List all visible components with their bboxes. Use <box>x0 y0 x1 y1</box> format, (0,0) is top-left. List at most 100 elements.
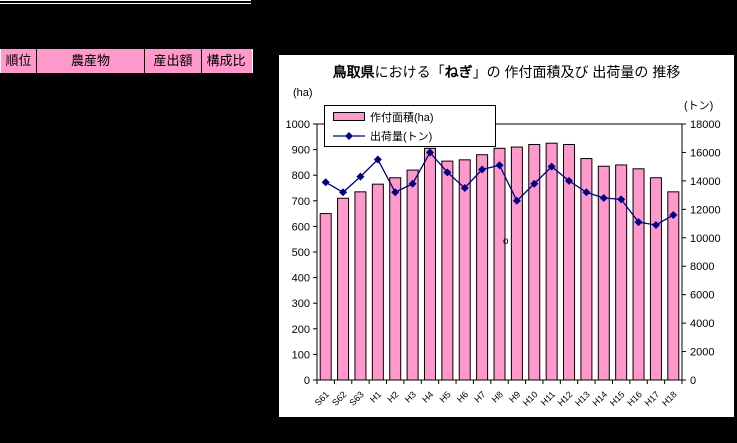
bar-H17[interactable] <box>649 177 662 381</box>
left-axis-tick-label: 900 <box>292 145 310 157</box>
x-axis-label-H18: H18 <box>660 389 679 408</box>
x-axis-label-H1: H1 <box>368 389 383 404</box>
x-axis-label-H11: H11 <box>539 389 557 407</box>
table-header-row: 順位 農産物 産出額 構成比 <box>0 49 253 73</box>
bar-S63[interactable] <box>354 191 367 381</box>
marker-H13[interactable] <box>582 188 591 197</box>
x-axis-label-H7: H7 <box>472 389 487 404</box>
legend-area-label: 作付面積(ha) <box>370 111 434 124</box>
bar-H18[interactable] <box>667 191 680 381</box>
plot-area[interactable]: 0100200300400500600700800900100002000400… <box>279 55 734 417</box>
marker-H18[interactable] <box>669 211 678 220</box>
marker-H10[interactable] <box>530 179 539 188</box>
right-axis-tick-label: 14000 <box>690 176 721 188</box>
bar-H1[interactable] <box>371 183 384 381</box>
left-axis-tick-label: 300 <box>292 298 310 310</box>
legend-line-swatch-marker <box>345 131 353 140</box>
chart-legend[interactable]: 作付面積(ha) 出荷量(トン) <box>324 105 496 147</box>
right-axis-tick-label: 0 <box>690 375 696 387</box>
marker-H8[interactable] <box>495 161 504 170</box>
left-axis-unit-label: (ha) <box>293 87 313 99</box>
marker-H11[interactable] <box>547 162 556 171</box>
right-axis-tick-label: 16000 <box>690 147 721 159</box>
marker-H4[interactable] <box>425 148 434 157</box>
x-axis-label-S63: S63 <box>347 389 365 407</box>
left-axis-tick-label: 100 <box>292 349 310 361</box>
bar-H7[interactable] <box>476 154 489 381</box>
x-axis-label-H14: H14 <box>590 389 609 408</box>
bar-S61[interactable] <box>319 213 332 381</box>
bar-H11[interactable] <box>545 142 558 381</box>
marker-H14[interactable] <box>599 193 608 202</box>
marker-H12[interactable] <box>565 176 574 185</box>
title-crop: ねぎ <box>444 64 473 80</box>
left-axis-tick-label: 800 <box>292 170 310 182</box>
bar-H2[interactable] <box>389 177 402 381</box>
legend-shipment-label: 出荷量(トン) <box>370 130 433 143</box>
marker-H15[interactable] <box>617 195 626 204</box>
bar-H3[interactable] <box>406 169 419 381</box>
stray-text-annotation: o <box>503 236 509 247</box>
title-text-1: における「 <box>374 64 445 80</box>
title-prefecture: 鳥取県 <box>332 64 375 80</box>
chart-area[interactable]: 鳥取県における「ねぎ」の 作付面積及び 出荷量の 推移 (ha) (トン) 作付… <box>278 54 735 418</box>
bar-S62[interactable] <box>337 197 350 381</box>
right-axis-tick-label: 4000 <box>690 318 714 330</box>
marker-S62[interactable] <box>339 188 348 197</box>
x-axis-label-H12: H12 <box>556 389 575 408</box>
table-header-output-value[interactable]: 産出額 <box>145 49 202 73</box>
marker-H17[interactable] <box>651 220 660 229</box>
marker-H6[interactable] <box>460 184 469 192</box>
right-axis-unit-label: (トン) <box>684 100 714 112</box>
x-axis-label-H9: H9 <box>507 389 522 404</box>
bar-H16[interactable] <box>632 168 645 381</box>
right-axis-tick-label: 12000 <box>690 204 721 216</box>
right-axis-tick-label: 6000 <box>690 290 714 302</box>
x-axis-label-H4: H4 <box>420 389 435 404</box>
marker-H5[interactable] <box>443 168 452 177</box>
bar-H8[interactable] <box>493 147 506 381</box>
marker-H2[interactable] <box>391 188 400 197</box>
table-header-composition[interactable]: 構成比 <box>206 53 246 68</box>
x-axis-label-H2: H2 <box>385 389 400 404</box>
bar-H14[interactable] <box>597 165 610 381</box>
area-series-swatch <box>333 112 365 121</box>
x-axis-label-S61: S61 <box>313 389 331 407</box>
legend-entry-area: 作付面積(ha) <box>333 109 495 125</box>
table-header-product[interactable]: 農産物 <box>37 49 145 73</box>
marker-H9[interactable] <box>512 196 521 205</box>
left-axis-tick-label: 700 <box>292 196 310 208</box>
left-axis-tick-label: 0 <box>304 375 310 387</box>
right-axis-tick-label: 2000 <box>690 347 714 359</box>
x-axis-label-H3: H3 <box>403 389 418 404</box>
table-top-double-border <box>0 0 251 4</box>
x-axis-label-H10: H10 <box>521 389 540 408</box>
left-axis-tick-label: 600 <box>292 221 310 233</box>
x-axis-label-H13: H13 <box>573 389 592 408</box>
marker-H16[interactable] <box>634 218 643 227</box>
marker-H3[interactable] <box>408 179 417 188</box>
bar-H4[interactable] <box>423 147 436 381</box>
x-axis-label-H15: H15 <box>608 389 627 408</box>
right-axis-tick-label: 18000 <box>690 119 721 131</box>
left-axis-tick-label: 400 <box>292 273 310 285</box>
table-header-rank[interactable]: 順位 <box>1 49 37 73</box>
marker-S61[interactable] <box>321 178 330 187</box>
legend-entry-shipment: 出荷量(トン) <box>333 128 495 144</box>
marker-S63[interactable] <box>356 172 365 181</box>
x-axis-label-H8: H8 <box>490 389 505 404</box>
marker-H7[interactable] <box>478 165 487 174</box>
left-axis-tick-label: 200 <box>292 324 310 336</box>
bar-H6[interactable] <box>458 159 471 381</box>
bar-H13[interactable] <box>580 158 593 381</box>
x-axis-label-H6: H6 <box>455 389 470 404</box>
marker-H1[interactable] <box>373 155 382 164</box>
bar-H10[interactable] <box>528 143 541 381</box>
bar-H5[interactable] <box>441 160 454 381</box>
bar-H15[interactable] <box>615 164 628 381</box>
bar-H9[interactable] <box>510 146 523 381</box>
chart-title: 鳥取県における「ねぎ」の 作付面積及び 出荷量の 推移 <box>279 62 734 82</box>
bar-H12[interactable] <box>563 143 576 381</box>
right-axis-tick-label: 10000 <box>690 233 721 245</box>
x-axis-label-H5: H5 <box>438 389 453 404</box>
